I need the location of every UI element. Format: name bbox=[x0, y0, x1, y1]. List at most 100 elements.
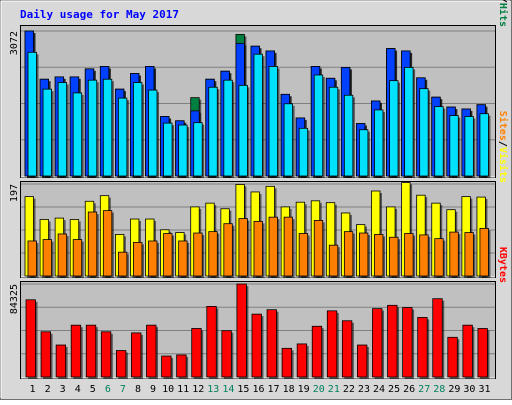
x-tick-label-day-5: 5 bbox=[90, 384, 96, 395]
bar-kbytes-day-25 bbox=[387, 304, 398, 378]
bar-kbytes-day-11 bbox=[176, 354, 187, 378]
bar-pages-day-3 bbox=[57, 82, 68, 177]
bar-sites-day-30 bbox=[464, 232, 474, 277]
bars-kbytes bbox=[25, 283, 490, 379]
bar-pages-day-30 bbox=[464, 116, 474, 177]
bar-sites-day-31 bbox=[479, 227, 489, 277]
bar-pages-day-10 bbox=[163, 122, 173, 177]
x-tick-label-day-4: 4 bbox=[75, 384, 81, 395]
bar-kbytes-day-16 bbox=[251, 313, 262, 378]
bar-kbytes-day-20 bbox=[311, 325, 323, 378]
bar-sites-day-13 bbox=[208, 231, 218, 277]
bar-sites-day-12 bbox=[193, 232, 203, 277]
x-tick-label-day-28: 28 bbox=[433, 384, 445, 395]
bar-kbytes-day-17 bbox=[266, 309, 277, 378]
x-tick-label-day-18: 18 bbox=[283, 384, 295, 395]
x-tick-label-day-1: 1 bbox=[30, 384, 36, 395]
bar-pages-day-12 bbox=[193, 122, 203, 177]
bar-pages-day-11 bbox=[178, 124, 188, 177]
bar-pages-day-16 bbox=[253, 53, 263, 177]
bar-kbytes-day-9 bbox=[146, 324, 157, 378]
x-tick-label-day-13: 13 bbox=[207, 384, 219, 395]
legend-entry-kbytes: KBytes bbox=[497, 247, 508, 283]
legend-kbytes: KBytes bbox=[497, 247, 508, 283]
x-tick-label-day-21: 21 bbox=[328, 384, 340, 395]
bar-kbytes-day-19 bbox=[296, 343, 308, 378]
bar-kbytes-day-22 bbox=[341, 320, 353, 378]
x-tick-label-day-22: 22 bbox=[343, 384, 355, 395]
x-tick-label-day-25: 25 bbox=[388, 384, 400, 395]
bar-sites-day-11 bbox=[178, 240, 188, 277]
bar-kbytes-day-14 bbox=[221, 330, 232, 378]
x-tick-label-day-9: 9 bbox=[150, 384, 156, 395]
bar-sites-day-2 bbox=[42, 239, 52, 277]
ymax-label-kbytes: 84325 bbox=[9, 284, 20, 314]
bar-kbytes-day-18 bbox=[281, 347, 292, 378]
legend-hits-files-pages: Pages/Files/Hits bbox=[497, 0, 509, 27]
bar-sites-day-5 bbox=[87, 211, 98, 277]
bar-kbytes-day-13 bbox=[206, 306, 217, 378]
ymax-label-visits-sites: 197 bbox=[9, 184, 20, 202]
bar-pages-day-17 bbox=[268, 66, 278, 177]
bar-pages-day-5 bbox=[87, 79, 98, 177]
panel-kbytes: 84325 KBytes bbox=[9, 247, 508, 379]
x-tick-label-day-2: 2 bbox=[45, 384, 51, 395]
bar-kbytes-day-23 bbox=[357, 344, 368, 378]
bar-pages-day-13 bbox=[208, 86, 218, 177]
bar-pages-day-8 bbox=[133, 82, 143, 177]
bar-kbytes-day-2 bbox=[40, 331, 51, 378]
legend-entry-sites: Sites bbox=[497, 111, 509, 141]
bar-pages-day-9 bbox=[148, 89, 158, 177]
bar-kbytes-day-31 bbox=[477, 328, 488, 378]
x-tick-label-day-20: 20 bbox=[313, 384, 325, 395]
bar-kbytes-day-28 bbox=[432, 298, 443, 378]
bar-pages-day-1 bbox=[27, 51, 37, 177]
bar-pages-day-14 bbox=[223, 79, 233, 177]
legend-entry-visits: Visits bbox=[497, 147, 509, 183]
bar-kbytes-day-29 bbox=[447, 336, 458, 378]
bar-sites-day-17 bbox=[268, 216, 278, 277]
bar-kbytes-day-1 bbox=[25, 299, 36, 378]
bar-pages-day-7 bbox=[117, 97, 128, 177]
bar-pages-day-31 bbox=[479, 113, 489, 177]
bar-kbytes-day-26 bbox=[402, 307, 413, 378]
bar-kbytes-day-15 bbox=[236, 283, 247, 378]
bar-kbytes-day-6 bbox=[100, 331, 112, 378]
bar-kbytes-day-30 bbox=[462, 324, 473, 378]
bar-sites-day-22 bbox=[343, 231, 354, 277]
x-tick-label-day-6: 6 bbox=[105, 384, 111, 395]
bar-sites-day-21 bbox=[328, 244, 339, 277]
bar-sites-day-26 bbox=[404, 233, 414, 277]
bar-kbytes-day-12 bbox=[191, 328, 202, 378]
bar-kbytes-day-5 bbox=[85, 324, 97, 378]
bar-kbytes-day-7 bbox=[115, 350, 127, 378]
bar-pages-day-19 bbox=[298, 127, 309, 177]
x-tick-label-day-3: 3 bbox=[60, 384, 66, 395]
bar-sites-day-27 bbox=[419, 234, 429, 277]
ymax-label-hits-files-pages: 3072 bbox=[9, 31, 20, 55]
x-tick-label-day-29: 29 bbox=[448, 384, 460, 395]
x-tick-label-day-15: 15 bbox=[237, 384, 249, 395]
bar-pages-day-26 bbox=[404, 67, 414, 177]
bar-sites-day-9 bbox=[148, 240, 158, 277]
bar-pages-day-15 bbox=[238, 84, 248, 177]
legend-entry-slash: / bbox=[497, 0, 508, 3]
bar-pages-day-21 bbox=[328, 86, 339, 177]
bar-sites-day-1 bbox=[27, 240, 37, 277]
chart-title: Daily usage for May 2017 bbox=[20, 8, 179, 21]
bar-sites-day-29 bbox=[449, 231, 459, 277]
bar-sites-day-14 bbox=[223, 223, 233, 277]
bar-pages-day-22 bbox=[343, 94, 354, 177]
x-tick-label-day-30: 30 bbox=[463, 384, 475, 395]
x-tick-label-day-23: 23 bbox=[358, 384, 370, 395]
bar-sites-day-3 bbox=[57, 233, 68, 277]
bar-pages-day-25 bbox=[389, 80, 399, 177]
bar-kbytes-day-8 bbox=[131, 332, 142, 378]
panel-visits-sites: 197 Sites/Visits bbox=[9, 111, 509, 278]
bar-kbytes-day-21 bbox=[326, 310, 338, 378]
bar-sites-day-4 bbox=[72, 239, 83, 277]
bar-sites-day-7 bbox=[117, 251, 128, 277]
bar-pages-day-20 bbox=[313, 74, 324, 177]
